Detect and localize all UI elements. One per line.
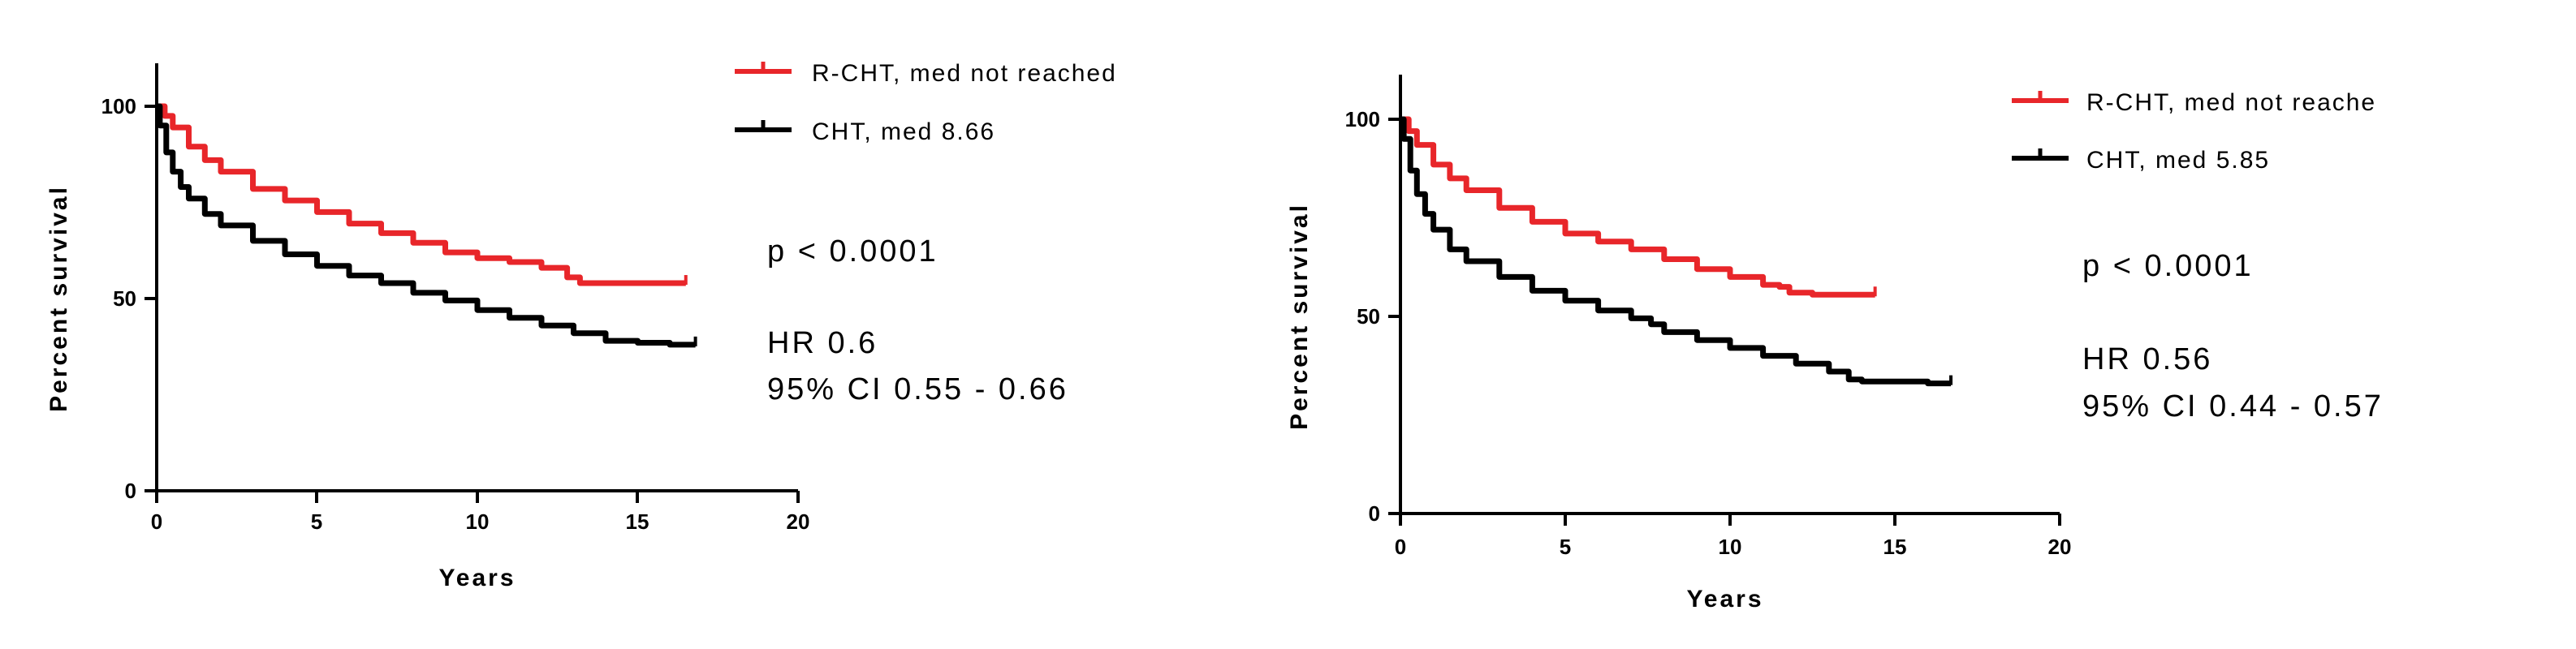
- x-axis-title: Years: [438, 565, 516, 591]
- legend-label-r-cht: R-CHT, med not reached: [812, 60, 1117, 87]
- chart-svg-right: 100 50 0 Percent survival 0 5 10 15 20 Y…: [1286, 75, 2384, 612]
- p-value: p < 0.0001: [2082, 249, 2254, 283]
- survival-curve-r-cht: [1400, 116, 1875, 298]
- y-axis-right: 100 50 0 Percent survival: [1286, 75, 1402, 526]
- x-tick-label: 0: [151, 509, 162, 534]
- legend-marker-red: [735, 62, 792, 74]
- legend-label-cht: CHT, med 8.66: [812, 118, 995, 145]
- y-tick-label: 50: [113, 286, 136, 311]
- x-tick-label: 10: [1719, 535, 1742, 559]
- survival-chart-right: 100 50 0 Percent survival 0 5 10 15 20 Y…: [1266, 0, 2576, 649]
- survival-curve-r-cht: [157, 103, 686, 286]
- y-axis-title: Percent survival: [1286, 203, 1313, 430]
- x-axis-title: Years: [1686, 586, 1763, 612]
- x-tick-label: 10: [466, 509, 490, 534]
- p-value: p < 0.0001: [767, 234, 938, 269]
- x-axis-right: 0 5 10 15 20 Years: [1395, 512, 2072, 612]
- y-tick-label: 0: [1369, 501, 1380, 526]
- x-tick-label: 20: [2048, 535, 2072, 559]
- hazard-ratio: HR 0.6: [767, 326, 878, 360]
- survival-curve-cht: [157, 103, 696, 348]
- survival-curve-cht: [1400, 116, 1951, 387]
- legend-marker-red: [2012, 91, 2069, 103]
- stats-left: p < 0.0001 HR 0.6 95% CI 0.55 - 0.66: [767, 234, 1068, 406]
- y-axis-left: 100 50 0 Percent survival: [45, 63, 158, 503]
- y-tick-label: 50: [1357, 304, 1380, 329]
- chart-svg-left: 100 50 0 Percent survival 0 5 10 15 20 Y…: [45, 60, 1117, 591]
- legend-label-cht: CHT, med 5.85: [2086, 147, 2270, 174]
- stats-right: p < 0.0001 HR 0.56 95% CI 0.44 - 0.57: [2082, 249, 2384, 423]
- survival-chart-left: 100 50 0 Percent survival 0 5 10 15 20 Y…: [0, 0, 1266, 649]
- x-axis-left: 0 5 10 15 20 Years: [151, 489, 810, 591]
- y-tick-label: 100: [101, 94, 136, 118]
- x-tick-label: 5: [1560, 535, 1571, 559]
- x-tick-label: 0: [1395, 535, 1406, 559]
- legend-marker-black: [735, 120, 792, 132]
- x-tick-label: 15: [626, 509, 649, 534]
- y-tick-label: 0: [125, 479, 136, 503]
- plot-area-left: [157, 103, 697, 348]
- legend-right: R-CHT, med not reache CHT, med 5.85: [2012, 89, 2376, 174]
- y-tick-label: 100: [1345, 107, 1380, 131]
- x-tick-label: 15: [1883, 535, 1907, 559]
- x-tick-label: 5: [311, 509, 322, 534]
- confidence-interval: 95% CI 0.44 - 0.57: [2082, 389, 2384, 423]
- x-tick-label: 20: [787, 509, 810, 534]
- confidence-interval: 95% CI 0.55 - 0.66: [767, 372, 1068, 406]
- legend-marker-black: [2012, 148, 2069, 161]
- y-axis-title: Percent survival: [45, 185, 72, 412]
- legend-label-r-cht: R-CHT, med not reache: [2086, 89, 2376, 116]
- hazard-ratio: HR 0.56: [2082, 342, 2212, 376]
- plot-area-right: [1400, 116, 1953, 387]
- legend-left: R-CHT, med not reached CHT, med 8.66: [735, 60, 1117, 145]
